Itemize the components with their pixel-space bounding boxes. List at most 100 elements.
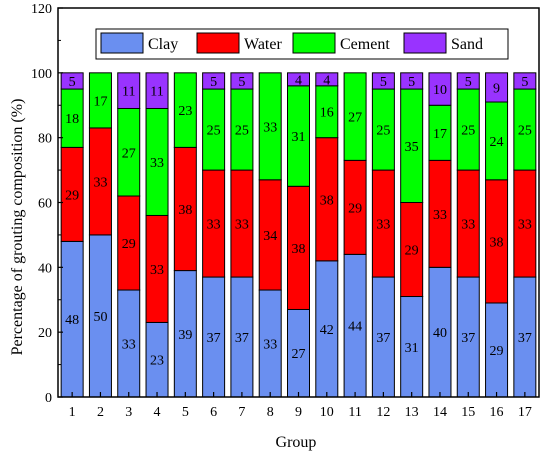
data-label-sand-7: 5 <box>238 75 245 90</box>
data-label-cement-9: 31 <box>292 130 306 145</box>
data-label-cement-14: 17 <box>433 127 447 142</box>
bar-sand-16 <box>485 72 509 103</box>
x-tick-label-2: 2 <box>97 405 104 420</box>
bar-sand-17 <box>513 72 537 90</box>
data-label-sand-6: 5 <box>210 75 217 90</box>
data-label-sand-15: 5 <box>465 75 472 90</box>
data-label-clay-10: 42 <box>320 323 334 338</box>
data-label-cement-12: 25 <box>376 124 390 139</box>
data-label-clay-5: 39 <box>178 328 192 343</box>
data-label-clay-14: 40 <box>433 326 447 341</box>
data-label-water-17: 33 <box>518 218 532 233</box>
x-tick-label-4: 4 <box>154 405 161 420</box>
bars-layer: 48 29 18 5 50 33 17 33 29 27 11 23 33 33 11 39 38 23 37 33 2… <box>60 72 537 398</box>
data-label-water-13: 29 <box>405 244 419 259</box>
data-label-cement-3: 27 <box>122 146 136 161</box>
data-label-sand-17: 5 <box>521 75 528 90</box>
x-tick-label-6: 6 <box>210 405 217 420</box>
bar-cement-11 <box>343 72 367 161</box>
bar-sand-12 <box>371 72 395 90</box>
data-label-water-12: 33 <box>376 218 390 233</box>
data-label-clay-17: 37 <box>518 331 532 346</box>
data-label-water-3: 29 <box>122 237 136 252</box>
data-label-water-7: 33 <box>235 218 249 233</box>
legend-label-sand: Sand <box>451 36 483 53</box>
x-tick-label-13: 13 <box>405 405 419 420</box>
x-tick-label-5: 5 <box>182 405 189 420</box>
data-label-sand-12: 5 <box>380 75 387 90</box>
y-tick-label-60: 60 <box>38 197 52 212</box>
data-label-cement-6: 25 <box>207 124 221 139</box>
bar-cement-5 <box>173 72 197 148</box>
data-label-cement-5: 23 <box>178 104 192 119</box>
data-label-sand-10: 4 <box>323 73 330 88</box>
data-label-cement-17: 25 <box>518 124 532 139</box>
data-label-clay-1: 48 <box>65 313 79 328</box>
data-label-clay-6: 37 <box>207 331 221 346</box>
data-label-clay-15: 37 <box>461 331 475 346</box>
data-label-water-6: 33 <box>207 218 221 233</box>
data-label-cement-1: 18 <box>65 112 79 127</box>
x-tick-label-14: 14 <box>433 405 447 420</box>
bar-cement-2 <box>88 72 112 129</box>
x-tick-label-15: 15 <box>461 405 475 420</box>
data-label-cement-8: 33 <box>263 120 277 135</box>
bar-sand-4 <box>145 72 169 109</box>
data-label-water-4: 33 <box>150 263 164 278</box>
data-label-water-15: 33 <box>461 218 475 233</box>
bar-sand-3 <box>117 72 141 109</box>
legend: Clay Water Cement Sand <box>95 28 509 60</box>
bar-sand-13 <box>400 72 424 90</box>
data-label-sand-14: 10 <box>433 83 447 98</box>
data-label-clay-12: 37 <box>376 331 390 346</box>
bar-sand-1 <box>60 72 84 90</box>
data-label-cement-13: 35 <box>405 140 419 155</box>
data-label-water-14: 33 <box>433 208 447 223</box>
y-tick-label-120: 120 <box>31 2 52 17</box>
data-label-cement-4: 33 <box>150 156 164 171</box>
data-label-clay-4: 23 <box>150 354 164 369</box>
data-label-clay-11: 44 <box>348 320 362 335</box>
x-tick-label-8: 8 <box>267 405 274 420</box>
legend-swatch-sand <box>403 32 447 54</box>
data-label-sand-4: 11 <box>150 85 163 100</box>
data-label-sand-1: 5 <box>69 75 76 90</box>
bar-sand-9 <box>287 72 310 87</box>
bar-sand-15 <box>456 72 480 90</box>
data-label-clay-7: 37 <box>235 331 249 346</box>
data-label-water-8: 34 <box>263 229 277 244</box>
data-label-clay-16: 29 <box>490 344 504 359</box>
data-label-clay-2: 50 <box>93 310 107 325</box>
y-tick-label-80: 80 <box>38 132 52 147</box>
x-tick-label-3: 3 <box>125 405 132 420</box>
y-axis-title: Percentage of grouting composition (%) <box>9 99 26 356</box>
data-label-cement-15: 25 <box>461 124 475 139</box>
data-label-clay-3: 33 <box>122 338 136 353</box>
y-tick-label-100: 100 <box>31 67 52 82</box>
legend-label-water: Water <box>244 36 282 53</box>
bar-cement-8 <box>258 72 282 181</box>
bar-sand-6 <box>202 72 226 90</box>
legend-label-cement: Cement <box>340 36 390 53</box>
data-label-cement-16: 24 <box>490 135 504 150</box>
x-tick-label-16: 16 <box>490 405 504 420</box>
data-label-water-5: 38 <box>178 203 192 218</box>
legend-swatch-water <box>196 32 240 54</box>
data-label-water-1: 29 <box>65 188 79 203</box>
x-axis-title: Group <box>276 434 317 451</box>
y-tick-label-20: 20 <box>38 326 52 341</box>
data-label-cement-2: 17 <box>93 94 107 109</box>
bar-sand-14 <box>428 72 452 106</box>
x-tick-label-7: 7 <box>238 405 245 420</box>
legend-swatch-cement <box>292 32 336 54</box>
data-label-water-11: 29 <box>348 201 362 216</box>
data-label-clay-8: 33 <box>263 338 277 353</box>
bar-sand-7 <box>230 72 254 90</box>
x-tick-label-17: 17 <box>518 405 532 420</box>
data-label-cement-11: 27 <box>348 111 362 126</box>
data-label-water-16: 38 <box>490 235 504 250</box>
data-label-water-9: 38 <box>292 242 306 257</box>
x-tick-label-10: 10 <box>320 405 334 420</box>
